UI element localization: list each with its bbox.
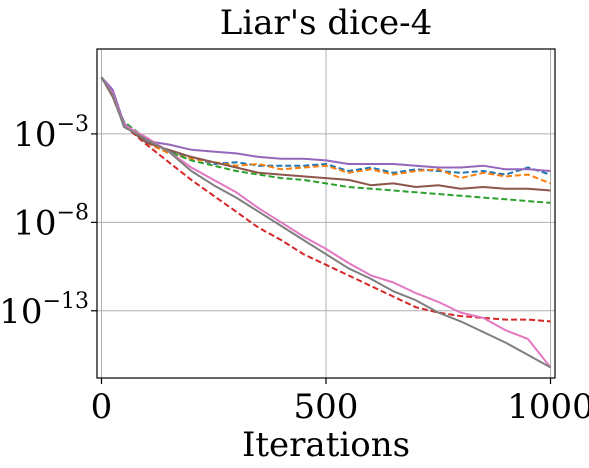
y-tick-label: 10−3 <box>13 112 89 155</box>
series-layer <box>100 76 552 369</box>
axis-ticks: 0 500 1000 10−3 10−8 10−13 <box>0 112 589 427</box>
grid-lines <box>97 49 555 378</box>
x-tick-label: 0 <box>91 387 113 427</box>
x-tick-label: 500 <box>294 387 359 427</box>
chart-title: Liar's dice-4 <box>220 3 433 43</box>
series-line-8 <box>100 76 551 369</box>
series-line-5 <box>100 76 551 172</box>
series-line-4 <box>100 76 551 323</box>
series-line-2 <box>100 76 551 185</box>
y-tick-label: 10−8 <box>13 200 89 243</box>
y-tick-label: 10−13 <box>0 289 89 332</box>
x-axis-label: Iterations <box>242 425 410 465</box>
x-tick-label: 1000 <box>507 387 589 427</box>
